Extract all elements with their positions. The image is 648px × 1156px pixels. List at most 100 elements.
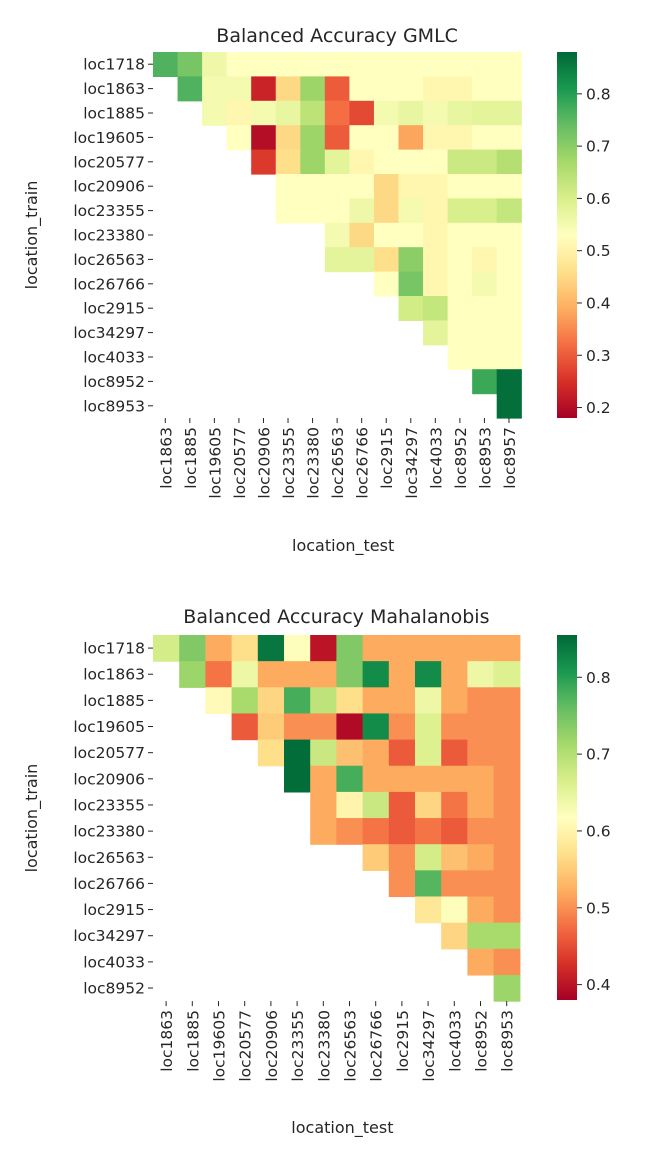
heatmap-cell <box>349 149 375 175</box>
heatmap-cell <box>373 222 400 248</box>
y-tick-label: loc1885 <box>83 105 145 123</box>
heatmap-cell <box>496 76 522 102</box>
heatmap-cell <box>423 174 449 199</box>
x-tick-label: loc1863 <box>158 1010 176 1072</box>
heatmap-cell <box>324 174 350 199</box>
heatmap-cell <box>441 791 468 819</box>
y-tick-label: loc19605 <box>73 718 145 736</box>
heatmap-cell <box>447 76 473 102</box>
heatmap-cell <box>388 739 416 767</box>
heatmap-cell <box>398 296 424 321</box>
heatmap-cell <box>467 922 495 950</box>
colorbar-tick-label: 0.6 <box>586 822 611 840</box>
heatmap-cell <box>447 198 473 224</box>
heatmap-cell <box>202 100 228 126</box>
heatmap-cell <box>310 661 337 688</box>
heatmap-cell <box>231 661 259 688</box>
heatmap-cell <box>472 247 498 273</box>
heatmap-cell <box>336 713 364 741</box>
heatmap-cell <box>493 739 521 767</box>
heatmap-cell <box>362 661 390 688</box>
heatmap-cell <box>441 844 468 871</box>
colorbar-tick-label: 0.5 <box>586 242 611 260</box>
heatmap-cell <box>300 76 326 102</box>
y-tick-label: loc19605 <box>73 129 145 147</box>
heatmap-cell <box>336 687 364 715</box>
x-tick-label: loc20906 <box>263 1010 281 1082</box>
heatmap-cell <box>362 739 390 767</box>
heatmap-cell <box>423 222 449 248</box>
heatmap-cell <box>388 844 416 871</box>
x-tick-label: loc8953 <box>476 427 494 489</box>
heatmap-cell <box>349 52 375 77</box>
y-tick-label: loc34297 <box>73 927 145 945</box>
x-tick-label: loc4033 <box>427 427 445 489</box>
x-tick-label: loc23380 <box>315 1010 333 1082</box>
heatmap-cell <box>324 198 350 224</box>
x-tick-label: loc34297 <box>420 1010 438 1082</box>
heatmap-cell <box>373 271 400 297</box>
y-tick-label: loc8952 <box>83 980 145 998</box>
heatmap-cell <box>415 844 442 871</box>
heatmap-cell <box>275 76 301 102</box>
colorbar <box>557 635 577 1000</box>
heatmap-cell <box>251 125 277 151</box>
heatmap-cell <box>415 713 442 741</box>
heatmap-cell <box>472 271 498 297</box>
heatmap-cell <box>398 174 424 199</box>
heatmap-cell <box>441 896 468 924</box>
x-tick-label: loc8953 <box>499 1010 517 1072</box>
heatmap-cell <box>472 174 498 199</box>
heatmap-cell <box>423 296 449 321</box>
colorbar-tick-label: 0.5 <box>586 899 611 917</box>
colorbar-tick-label: 0.8 <box>586 85 611 103</box>
y-tick-label: loc26563 <box>73 849 145 867</box>
heatmap-cell <box>447 100 473 126</box>
heatmap-cell <box>423 76 449 102</box>
x-tick-label: loc2915 <box>394 1010 412 1072</box>
heatmap-cell <box>257 635 285 662</box>
heatmap-cell <box>349 222 375 248</box>
heatmap-cell <box>398 247 424 273</box>
heatmap-cell <box>467 713 495 741</box>
heatmap-cell <box>398 222 424 248</box>
heatmap-cell <box>177 76 203 102</box>
heatmap-panel-2: Balanced Accuracy Mahalanobis loc1718 loc1… <box>22 606 611 1138</box>
heatmap-cell <box>467 791 495 819</box>
colorbar-tick-label: 0.2 <box>586 399 611 417</box>
heatmap-cell <box>336 818 364 845</box>
heatmap-cell <box>467 818 495 845</box>
colorbar-tick-label: 0.7 <box>586 746 611 764</box>
y-tick-label: loc23355 <box>73 796 145 814</box>
x-tick-label: loc4033 <box>446 1010 464 1072</box>
heatmap-cell <box>153 52 179 77</box>
heatmap-cell <box>336 765 364 793</box>
x-tick-label: loc8952 <box>452 427 470 489</box>
heatmap-cell <box>472 296 498 321</box>
y-axis-label: location_train <box>22 181 42 290</box>
heatmap-cell <box>388 661 416 688</box>
heatmap-cell <box>467 896 495 924</box>
heatmap-cell <box>300 149 326 175</box>
heatmap-cell <box>257 661 285 688</box>
heatmap-cell <box>373 125 400 151</box>
heatmap-cell <box>493 896 521 924</box>
heatmap-cell <box>388 818 416 845</box>
heatmap-cell <box>275 149 301 175</box>
heatmap-cell <box>415 661 442 688</box>
heatmap-cell <box>226 125 252 151</box>
heatmap-cell <box>415 765 442 793</box>
heatmap-cell <box>447 174 473 199</box>
heatmap-cell <box>324 222 350 248</box>
y-tick-label: loc26766 <box>73 875 145 893</box>
heatmap-cell <box>467 765 495 793</box>
heatmap-cell <box>415 791 442 819</box>
heatmap-cell <box>388 870 416 898</box>
heatmap-cell <box>447 247 473 273</box>
heatmap-cell <box>251 52 277 77</box>
heatmap-cell <box>373 76 400 102</box>
heatmap-cell <box>493 635 521 662</box>
heatmap-cell <box>300 174 326 199</box>
heatmap-cell <box>415 635 442 662</box>
